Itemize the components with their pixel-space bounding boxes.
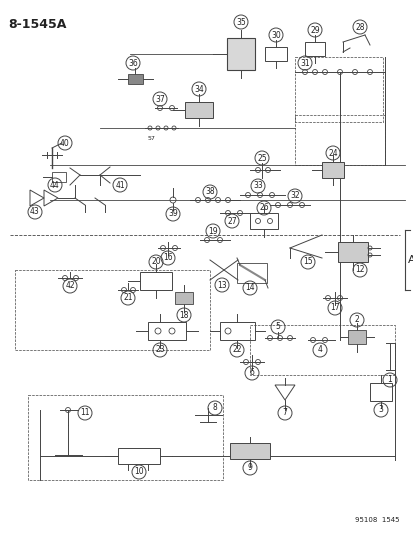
Text: 38: 38 [205, 188, 214, 197]
Text: 2: 2 [354, 316, 358, 325]
Text: 43: 43 [30, 207, 40, 216]
Bar [15, 270, 209, 350]
Bar [369, 383, 391, 401]
Text: 35: 35 [235, 18, 245, 27]
Bar [128, 74, 142, 84]
Text: 6: 6 [249, 368, 254, 377]
Text: 95108  1545: 95108 1545 [354, 517, 399, 523]
Text: 29: 29 [309, 26, 319, 35]
Text: 20: 20 [151, 257, 160, 266]
Bar [337, 242, 367, 262]
Text: 25: 25 [256, 154, 266, 163]
Text: 15: 15 [302, 257, 312, 266]
Bar [118, 448, 159, 464]
Bar [249, 325, 394, 375]
Bar [226, 38, 254, 70]
Text: 12: 12 [354, 265, 364, 274]
Text: 31: 31 [299, 59, 309, 68]
Text: 27: 27 [227, 216, 236, 225]
Text: 26: 26 [259, 204, 268, 213]
Text: 33: 33 [252, 182, 262, 190]
Text: 17: 17 [330, 303, 339, 312]
Text: 24: 24 [328, 149, 337, 157]
Text: 4: 4 [317, 345, 322, 354]
Text: 10: 10 [134, 467, 143, 477]
Text: 9: 9 [247, 464, 252, 472]
Bar [52, 172, 66, 182]
Text: 34: 34 [194, 85, 203, 93]
Bar [264, 47, 286, 61]
Text: 28: 28 [354, 22, 364, 31]
Text: 32: 32 [290, 191, 299, 200]
Text: 23: 23 [155, 345, 164, 354]
Bar [230, 443, 269, 459]
Text: 40: 40 [60, 139, 70, 148]
Bar [140, 272, 171, 290]
Text: 44: 44 [50, 181, 60, 190]
Text: 36: 36 [128, 59, 138, 68]
Bar [236, 263, 266, 283]
Bar [347, 330, 365, 344]
Text: 42: 42 [65, 281, 75, 290]
Text: 37: 37 [155, 94, 164, 103]
Bar [219, 322, 254, 340]
Bar [185, 102, 212, 118]
Text: 8-1545A: 8-1545A [8, 18, 66, 31]
Text: 14: 14 [244, 284, 254, 293]
Bar [321, 162, 343, 178]
Text: 21: 21 [123, 294, 133, 303]
Bar [294, 115, 384, 165]
Text: 3: 3 [377, 406, 382, 415]
Text: 1: 1 [387, 376, 392, 384]
Text: 57: 57 [148, 136, 156, 141]
Text: 7: 7 [282, 408, 287, 417]
Bar [294, 57, 382, 122]
Text: 11: 11 [80, 408, 90, 417]
Text: A: A [407, 255, 413, 265]
Text: 8: 8 [212, 403, 217, 413]
Text: 5: 5 [275, 322, 280, 332]
Text: 16: 16 [163, 254, 172, 262]
Text: 30: 30 [271, 30, 280, 39]
Text: 39: 39 [168, 209, 178, 219]
Text: 18: 18 [179, 311, 188, 319]
Bar [249, 213, 277, 229]
Text: 22: 22 [232, 345, 241, 354]
Text: 13: 13 [217, 280, 226, 289]
Bar [147, 322, 185, 340]
Bar [28, 395, 223, 480]
Text: 41: 41 [115, 181, 124, 190]
Text: 19: 19 [208, 227, 217, 236]
Bar [304, 42, 324, 56]
Bar [175, 292, 192, 304]
